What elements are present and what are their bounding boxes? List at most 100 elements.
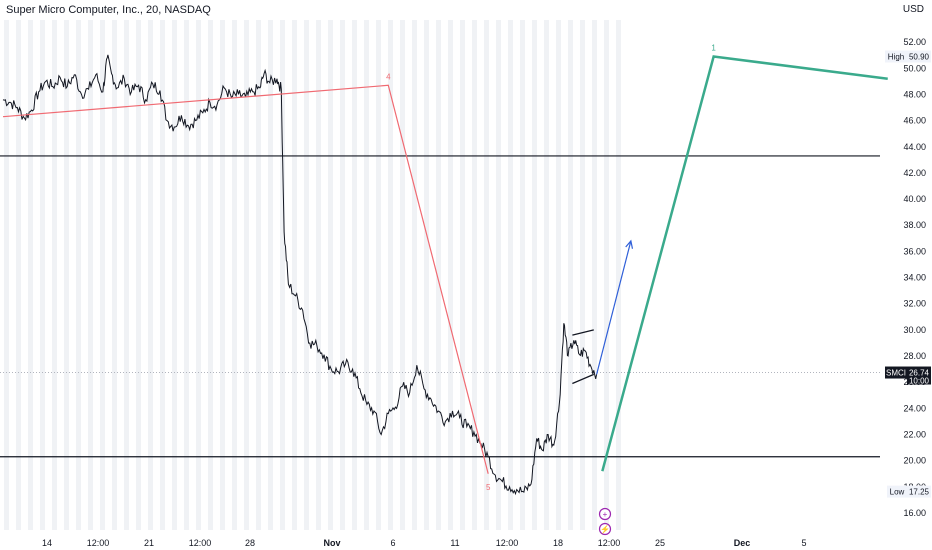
y-axis: 16.0018.0020.0022.0024.0026.0028.0030.00… (903, 37, 926, 518)
session-stripe (220, 20, 225, 530)
session-stripe (148, 20, 153, 530)
y-tick-label: 44.00 (903, 142, 926, 152)
y-tick-label: 50.00 (903, 63, 926, 73)
session-stripe (184, 20, 189, 530)
y-tick-label: 28.00 (903, 351, 926, 361)
session-stripe (280, 20, 285, 530)
y-tick-label: 34.00 (903, 273, 926, 283)
currency-label[interactable]: USD (902, 4, 924, 15)
high-tag-label: High (888, 53, 904, 62)
session-stripe (592, 20, 597, 530)
session-stripe (232, 20, 237, 530)
session-stripe (16, 20, 21, 530)
price-line (2, 54, 598, 496)
low-tag-value-bg (907, 485, 931, 498)
y-tick-label: 20.00 (903, 456, 926, 466)
session-stripe (244, 20, 249, 530)
session-stripe (364, 20, 369, 530)
projection-arrow-head (625, 239, 634, 249)
session-stripe (124, 20, 129, 530)
session-stripe (100, 20, 105, 530)
y-tick-label: 42.00 (903, 168, 926, 178)
low-tag-label: Low (890, 488, 905, 497)
flag-line (572, 329, 594, 336)
session-stripe (604, 20, 609, 530)
y-tick-label: 24.00 (903, 403, 926, 413)
session-stripe (556, 20, 561, 530)
session-stripe (304, 20, 309, 530)
x-tick-label: 11 (450, 538, 459, 548)
session-stripe (76, 20, 81, 530)
projection-arrow-line (596, 240, 632, 375)
x-tick-label: 14 (42, 538, 52, 548)
wave-label-5: 5 (486, 483, 491, 492)
session-stripe (520, 20, 525, 530)
low-tag-value: 17.25 (909, 488, 930, 497)
x-tick-label: Dec (734, 538, 751, 548)
x-axis: 14 12:00 21 12:00 28 Nov 6 11 12:00 18 12:00 25 Dec 5 (42, 538, 807, 548)
x-tick-label: 21 (144, 538, 154, 548)
y-tick-label: 16.00 (903, 508, 926, 518)
price-series (2, 54, 598, 496)
event-marker-icon (598, 507, 612, 521)
session-stripe (52, 20, 57, 530)
y-tick-label: 48.00 (903, 89, 926, 99)
high-tag-value: 50.90 (909, 53, 930, 62)
x-tick-label: 12:00 (87, 538, 110, 548)
session-stripe (568, 20, 573, 530)
session-stripe (424, 20, 429, 530)
wave-drawings: 4 5 1 (2, 44, 888, 492)
session-stripe (268, 20, 273, 530)
high-tag-label-bg (885, 50, 907, 63)
session-stripe (472, 20, 477, 530)
x-tick-label: 12:00 (598, 538, 621, 548)
session-stripe (460, 20, 465, 530)
session-shading (4, 20, 621, 530)
wave-red-line (2, 84, 489, 474)
session-stripe (136, 20, 141, 530)
y-tick-label: 32.00 (903, 299, 926, 309)
session-stripe (448, 20, 453, 530)
y-tick-label: 30.00 (903, 325, 926, 335)
wave-label-4: 4 (386, 72, 391, 81)
session-stripe (256, 20, 261, 530)
session-stripe (328, 20, 333, 530)
session-stripe (160, 20, 165, 530)
wave-green-line (601, 55, 888, 472)
session-stripe (484, 20, 489, 530)
session-stripe (64, 20, 69, 530)
symbol-tag-bg (885, 366, 907, 379)
horizontal-levels (0, 155, 880, 458)
session-stripe (412, 20, 417, 530)
event-markers: +⚡ (598, 507, 612, 536)
symbol-tag: SMCI (886, 369, 906, 378)
event-marker-glyph: ⚡ (600, 524, 610, 534)
session-stripe (532, 20, 537, 530)
session-stripe (580, 20, 585, 530)
low-tag-label-bg (887, 485, 907, 498)
current-price-tag-bg (907, 366, 931, 385)
session-stripe (616, 20, 621, 530)
session-stripe (292, 20, 297, 530)
session-stripe (88, 20, 93, 530)
session-stripe (508, 20, 513, 530)
x-tick-label: 12:00 (496, 538, 519, 548)
session-stripe (496, 20, 501, 530)
y-tick-label: 36.00 (903, 246, 926, 256)
x-tick-label: Nov (323, 538, 340, 548)
session-stripe (340, 20, 345, 530)
session-stripe (436, 20, 441, 530)
countdown-value: 10:00 (909, 377, 930, 386)
x-tick-label: 12:00 (189, 538, 212, 548)
y-tick-label: 22.00 (903, 430, 926, 440)
flag-line (572, 373, 595, 385)
session-stripe (4, 20, 9, 530)
symbol-title[interactable]: Super Micro Computer, Inc., 20, NASDAQ (6, 4, 211, 16)
x-tick-label: 18 (553, 538, 563, 548)
session-stripe (208, 20, 213, 530)
x-tick-label: 25 (655, 538, 665, 548)
session-stripe (316, 20, 321, 530)
current-price-value: 26.74 (909, 369, 930, 378)
